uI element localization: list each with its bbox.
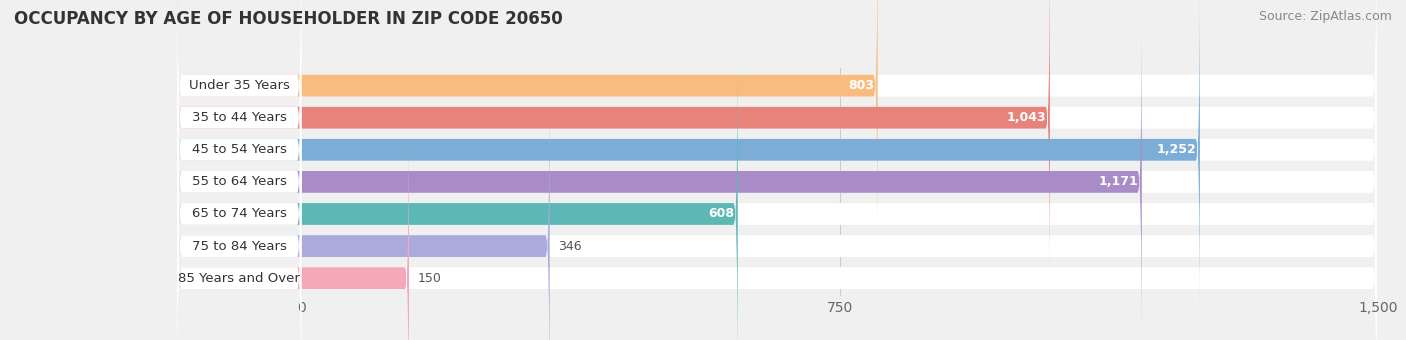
- Text: 1,043: 1,043: [1007, 111, 1046, 124]
- FancyBboxPatch shape: [177, 106, 1376, 340]
- FancyBboxPatch shape: [177, 0, 1376, 290]
- Text: 608: 608: [709, 207, 734, 220]
- Text: 1,171: 1,171: [1098, 175, 1139, 188]
- FancyBboxPatch shape: [177, 0, 1376, 322]
- Text: 346: 346: [558, 240, 582, 253]
- FancyBboxPatch shape: [177, 0, 1376, 257]
- FancyBboxPatch shape: [177, 10, 1376, 340]
- FancyBboxPatch shape: [177, 74, 1376, 340]
- Text: Under 35 Years: Under 35 Years: [188, 79, 290, 92]
- FancyBboxPatch shape: [177, 0, 877, 257]
- Text: 55 to 64 Years: 55 to 64 Years: [191, 175, 287, 188]
- Text: 1,252: 1,252: [1157, 143, 1197, 156]
- Text: 803: 803: [848, 79, 875, 92]
- Text: OCCUPANCY BY AGE OF HOUSEHOLDER IN ZIP CODE 20650: OCCUPANCY BY AGE OF HOUSEHOLDER IN ZIP C…: [14, 10, 562, 28]
- Text: 45 to 54 Years: 45 to 54 Years: [191, 143, 287, 156]
- FancyBboxPatch shape: [177, 42, 301, 340]
- FancyBboxPatch shape: [177, 0, 301, 322]
- FancyBboxPatch shape: [177, 10, 1142, 340]
- Text: 75 to 84 Years: 75 to 84 Years: [191, 240, 287, 253]
- Text: Source: ZipAtlas.com: Source: ZipAtlas.com: [1258, 10, 1392, 23]
- FancyBboxPatch shape: [177, 0, 301, 257]
- FancyBboxPatch shape: [177, 42, 1376, 340]
- FancyBboxPatch shape: [177, 0, 301, 290]
- Text: 35 to 44 Years: 35 to 44 Years: [191, 111, 287, 124]
- FancyBboxPatch shape: [177, 0, 1050, 290]
- Text: 150: 150: [418, 272, 441, 285]
- FancyBboxPatch shape: [177, 106, 409, 340]
- FancyBboxPatch shape: [177, 106, 301, 340]
- Text: 65 to 74 Years: 65 to 74 Years: [191, 207, 287, 220]
- FancyBboxPatch shape: [177, 42, 738, 340]
- FancyBboxPatch shape: [177, 74, 550, 340]
- FancyBboxPatch shape: [177, 74, 301, 340]
- FancyBboxPatch shape: [177, 10, 301, 340]
- Text: 85 Years and Over: 85 Years and Over: [179, 272, 301, 285]
- FancyBboxPatch shape: [177, 0, 1199, 322]
